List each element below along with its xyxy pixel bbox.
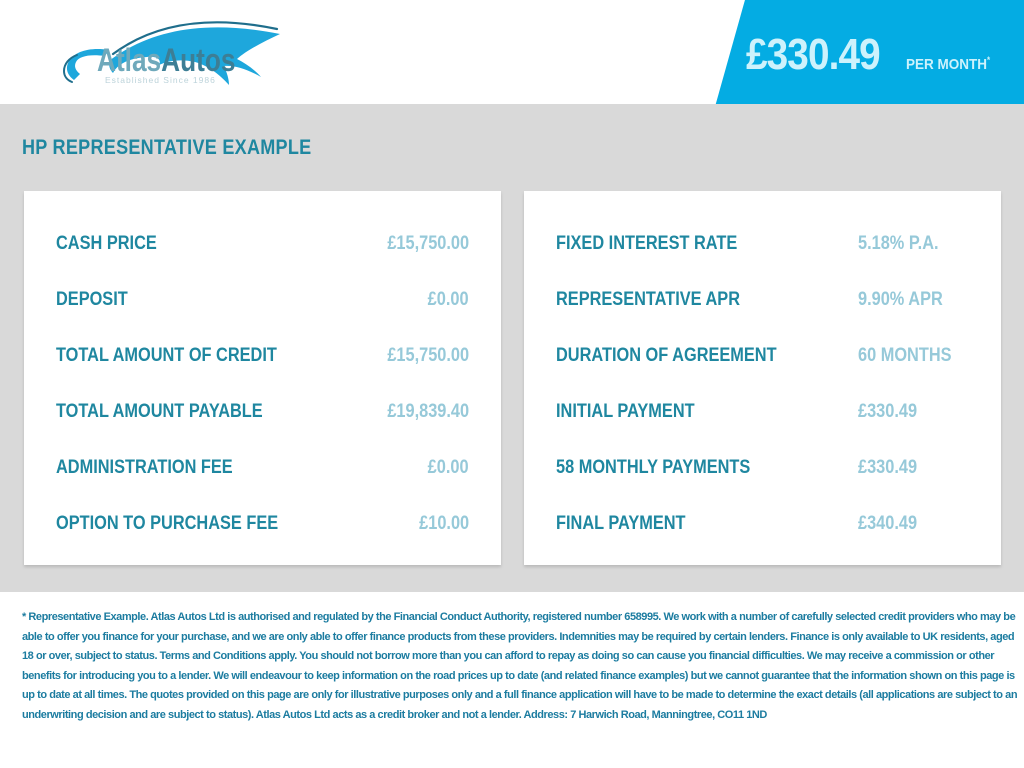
svg-text:Established Since 1986: Established Since 1986 [105,75,216,85]
svg-text:AtlasAutos: AtlasAutos [97,44,235,79]
